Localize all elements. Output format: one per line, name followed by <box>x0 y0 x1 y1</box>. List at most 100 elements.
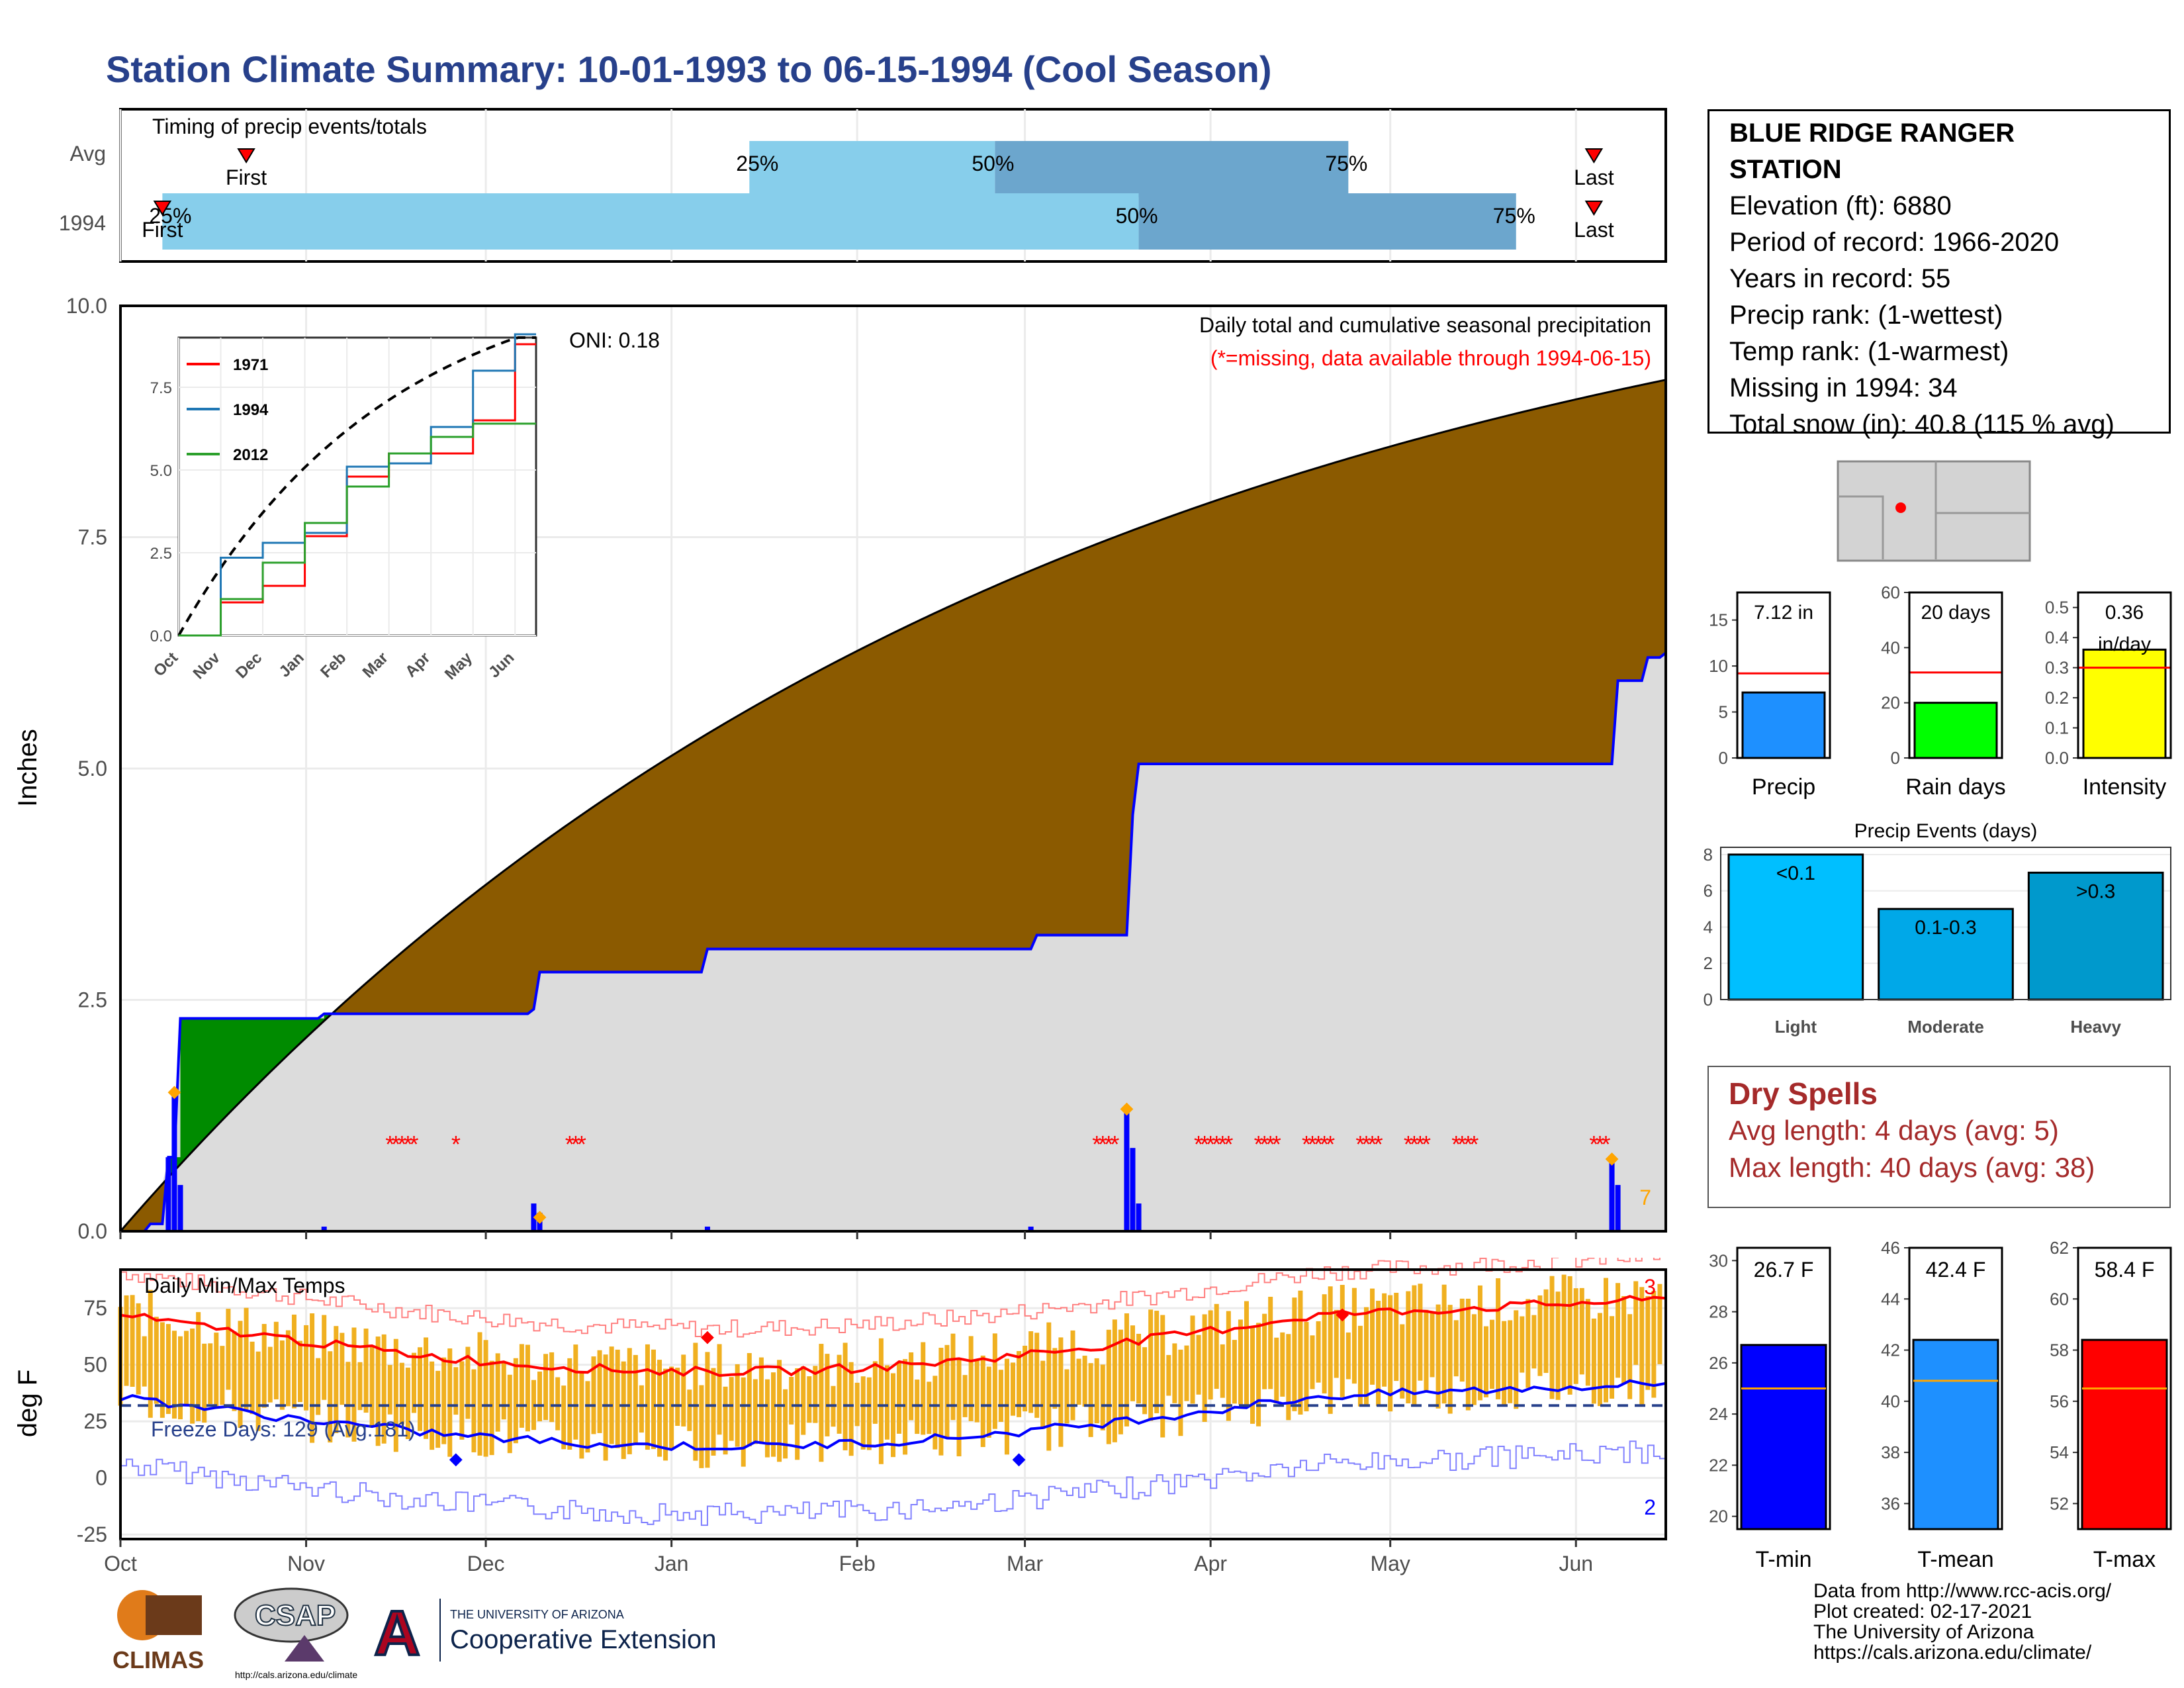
missing-asterisk: * <box>1110 1131 1119 1158</box>
map-frame <box>1837 460 2031 562</box>
daily-temp-bar <box>801 1366 806 1435</box>
events-tick-label: 4 <box>1704 917 1713 937</box>
daily-temp-bar <box>1082 1355 1087 1407</box>
missing-asterisk: * <box>1416 1131 1425 1158</box>
timing-bar-q2 <box>995 141 1349 197</box>
daily-temp-bar <box>909 1352 914 1421</box>
csap-logo: CSAP http://cals.arizona.edu/climate <box>234 1587 357 1680</box>
events-frame <box>1720 847 2171 1000</box>
uofa-a-icon: A <box>374 1598 420 1669</box>
missing-asterisk: * <box>403 1131 412 1158</box>
daily-temp-bar <box>1154 1311 1160 1413</box>
summary-tick-label: 0 <box>1891 748 1900 768</box>
station-location-marker <box>1895 502 1906 513</box>
daily-precip-bar <box>1028 1227 1034 1231</box>
temp-ytick-label: -25 <box>77 1523 107 1546</box>
tsum-bar <box>1912 1338 1999 1530</box>
timing-p25-label: 25% <box>736 152 778 175</box>
daily-temp-bar <box>495 1353 500 1432</box>
daily-temp-bar <box>1298 1290 1303 1415</box>
precip-surplus-area <box>168 1009 336 1178</box>
daily-temp-bar <box>291 1314 296 1409</box>
station-name: BLUE RIDGE RANGER STATION <box>1729 118 2015 184</box>
daily-temp-bar <box>627 1348 632 1454</box>
credit-line: Plot created: 02-17-2021 <box>1813 1601 2032 1622</box>
tsum-tick-label: 46 <box>1881 1238 1900 1258</box>
timing-marker <box>153 201 172 216</box>
summary-tick-label: 20 <box>1881 693 1900 713</box>
daily-precip-bar <box>171 1092 177 1231</box>
daily-temp-bar <box>148 1289 153 1418</box>
daily-temp-bar <box>471 1369 477 1452</box>
missing-asterisk: * <box>1451 1131 1461 1158</box>
missing-asterisk: * <box>1320 1131 1329 1158</box>
daily-temp-bar <box>1262 1313 1267 1389</box>
tsum-category-label: T-mean <box>1917 1547 1993 1572</box>
daily-temp-bar <box>250 1341 255 1415</box>
daily-precip-bar <box>177 1185 183 1231</box>
events-tick-label: 6 <box>1704 881 1713 901</box>
daily-temp-bar <box>1256 1323 1261 1427</box>
record-high-envelope <box>120 1258 1661 1338</box>
daily-temp-bar <box>657 1360 662 1457</box>
timing-row-avg: Avg <box>69 142 106 165</box>
missing-asterisk: * <box>1098 1131 1107 1158</box>
daily-temp-bar <box>1112 1319 1117 1442</box>
daily-temp-bar <box>1124 1313 1129 1427</box>
daily-temp-bar <box>1567 1276 1572 1395</box>
daily-temp-bar <box>1627 1314 1633 1399</box>
record-low-envelope <box>120 1440 1666 1526</box>
daily-temp-bar <box>1310 1335 1315 1389</box>
daily-temp-bar <box>764 1379 770 1458</box>
timing-p75-label: 75% <box>1325 152 1367 175</box>
tsum-tick-label: 26 <box>1709 1353 1728 1373</box>
daily-temp-bar <box>405 1368 410 1439</box>
missing-asterisk: * <box>1092 1131 1101 1158</box>
tsum-tick-label: 54 <box>2050 1442 2069 1462</box>
daily-temp-bar <box>549 1352 555 1423</box>
daily-temp-bar <box>267 1346 273 1403</box>
daily-temp-bar <box>579 1373 584 1459</box>
daily-temp-bar <box>322 1315 327 1400</box>
missing-asterisk: * <box>1314 1131 1323 1158</box>
daily-temp-bar <box>962 1375 968 1417</box>
events-bar-label: <0.1 <box>1776 863 1815 884</box>
inset-chart: 0.0 2.5 5.0 7.5 Oct Nov Dec Jan Feb Mar Apr May Jun 1… <box>150 333 537 683</box>
precip-chart: 0.02.55.07.510.0***** * *** **** ****** **** *… <box>13 294 1667 1243</box>
daily-temp-bar <box>609 1346 614 1444</box>
precip-ytick-label: 0.0 <box>78 1219 107 1243</box>
daily-temp-bar <box>1250 1326 1255 1424</box>
daily-temp-bar <box>927 1382 932 1434</box>
inset-xtick-label: Jun <box>485 649 518 681</box>
daily-temp-bar <box>1651 1291 1657 1398</box>
timing-bar-q1 <box>162 193 1139 250</box>
daily-temp-bar <box>1028 1331 1034 1413</box>
oni-label: ONI: 0.18 <box>569 328 660 352</box>
events-category-label: Heavy <box>2070 1017 2121 1037</box>
timing-marker <box>1584 148 1604 164</box>
missing-asterisk: * <box>1104 1131 1113 1158</box>
daily-temp-bar <box>837 1354 842 1434</box>
daily-temp-bar <box>411 1352 416 1413</box>
summary-value-label: in/day <box>2098 633 2151 655</box>
daily-precip-bar <box>1615 1185 1621 1231</box>
missing-asterisk: * <box>577 1131 586 1158</box>
daily-temp-bar <box>950 1333 956 1421</box>
timing-row-1994: 1994 <box>59 211 106 235</box>
inset-avg-line <box>177 336 536 636</box>
daily-temp-bar <box>1357 1325 1363 1407</box>
events-bar <box>2027 871 2164 1001</box>
temp-frame <box>119 1268 1667 1540</box>
daily-temp-bar <box>124 1295 129 1386</box>
timing-marker-label: First <box>142 218 183 242</box>
daily-temp-bar <box>777 1360 782 1462</box>
daily-temp-bar <box>1496 1278 1501 1399</box>
daily-temp-bar <box>615 1349 620 1448</box>
credit-line: Data from http://www.rcc-acis.org/ <box>1813 1580 2112 1602</box>
daily-temp-bar <box>1549 1276 1555 1399</box>
events-tick-label: 0 <box>1704 990 1713 1009</box>
tsum-tick-label: 62 <box>2050 1238 2069 1258</box>
daily-temp-bar <box>208 1343 213 1404</box>
daily-temp-bar <box>968 1336 974 1421</box>
daily-temp-bar <box>447 1348 453 1457</box>
